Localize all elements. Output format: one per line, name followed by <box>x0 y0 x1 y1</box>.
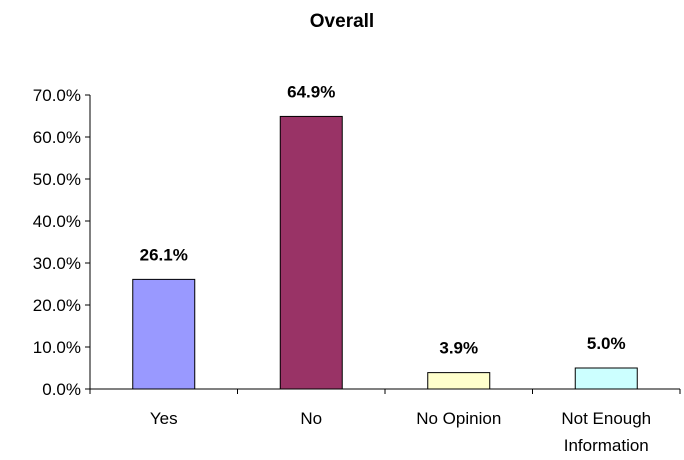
bar <box>427 372 491 390</box>
x-tick-label: Not Enough <box>561 409 651 428</box>
bar <box>574 367 638 390</box>
x-tick-label: Information <box>564 436 649 455</box>
bar <box>132 278 196 390</box>
bar <box>279 115 343 390</box>
data-label: 64.9% <box>287 82 335 101</box>
y-tick-label: 40.0% <box>33 212 81 231</box>
y-tick-label: 10.0% <box>33 338 81 357</box>
y-tick-label: 0.0% <box>42 380 81 399</box>
chart-title: Overall <box>310 11 374 32</box>
data-label: 5.0% <box>587 334 626 353</box>
y-tick-label: 20.0% <box>33 296 81 315</box>
y-tick-label: 60.0% <box>33 128 81 147</box>
x-tick-label: No Opinion <box>416 409 501 428</box>
data-label: 26.1% <box>140 245 188 264</box>
plot-area: 0.0% 10.0% 20.0% 30.0% 40.0% 50.0% 60.0% 70.0% 2… <box>33 82 681 455</box>
y-tick-label: 30.0% <box>33 254 81 273</box>
x-tick-label: No <box>300 409 322 428</box>
y-tick-label: 70.0% <box>33 86 81 105</box>
data-label: 3.9% <box>439 339 478 358</box>
y-tick-label: 50.0% <box>33 170 81 189</box>
x-tick-label: Yes <box>150 409 178 428</box>
